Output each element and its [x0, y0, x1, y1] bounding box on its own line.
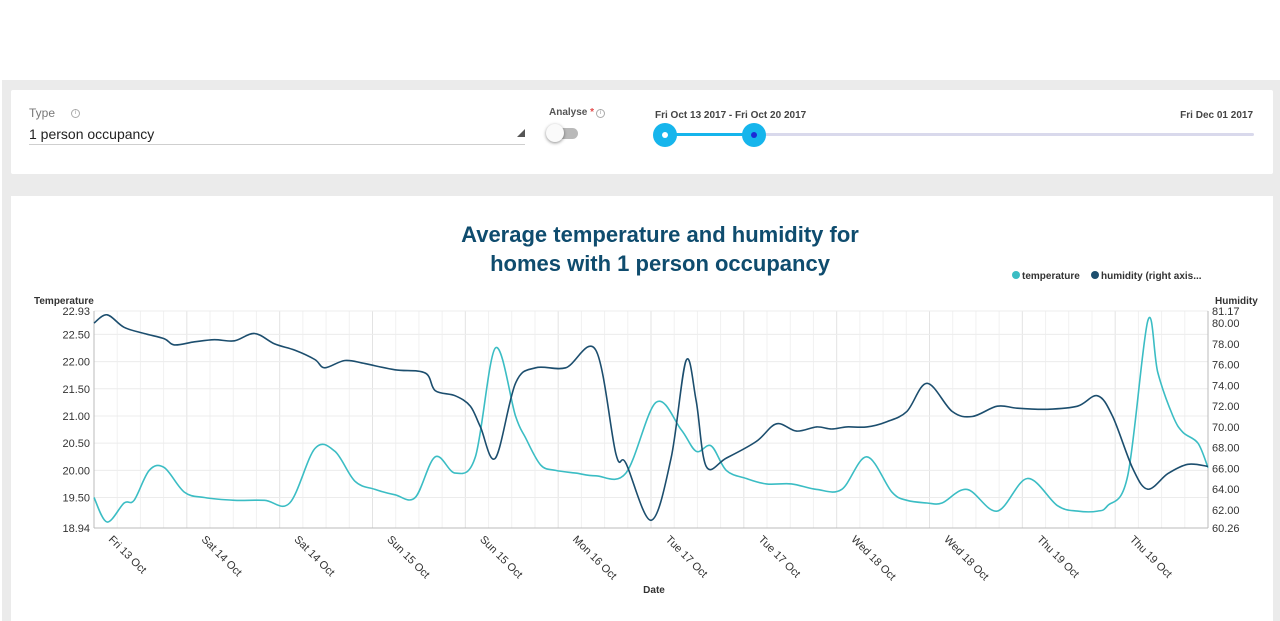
series-line-humidity	[93, 313, 1209, 522]
date-slider-track[interactable]	[665, 133, 1254, 136]
y-tick-label: 18.94	[62, 523, 90, 535]
y2-tick-label: 80.00	[1212, 318, 1240, 330]
y-tick-label: 22.93	[62, 306, 90, 318]
y-tick-label: 20.00	[62, 465, 90, 477]
x-tick-label: Sat 14 Oct	[199, 534, 244, 579]
x-tick-label: Wed 18 Oct	[941, 534, 990, 583]
x-tick-label: Thu 19 Oct	[1034, 534, 1081, 581]
legend-label: humidity (right axis...	[1101, 271, 1202, 282]
y2-tick-label: 78.00	[1212, 339, 1240, 351]
analyse-label-text: Analyse	[549, 107, 588, 118]
chart: 22.93 22.50 22.00 21.50 21.00 20.50 20.00 19.50…	[34, 271, 1258, 596]
toggle-knob	[546, 124, 564, 142]
y-tick-label: 19.50	[62, 493, 90, 505]
y2-tick-label: 68.00	[1212, 443, 1240, 455]
type-label: Type	[29, 106, 56, 120]
filter-panel: Type i 1 person occupancy Analyse * i Fr…	[11, 90, 1273, 174]
y2-tick-label: 60.26	[1212, 523, 1240, 535]
y2-tick-label: 66.00	[1212, 463, 1240, 475]
x-tick-label: Sat 14 Oct	[292, 534, 337, 579]
y-tick-label: 20.50	[62, 438, 90, 450]
y2-tick-label: 62.00	[1212, 505, 1240, 517]
legend-label: temperature	[1022, 271, 1080, 282]
y2-tick-label: 70.00	[1212, 422, 1240, 434]
y-axis-title: Temperature	[34, 296, 94, 307]
x-tick-label: Sun 15 Oct	[477, 534, 524, 581]
y-tick-label: 22.50	[62, 329, 90, 341]
type-select[interactable]: 1 person occupancy	[29, 124, 525, 145]
y2-tick-label: 74.00	[1212, 380, 1240, 392]
x-tick-label: Tue 17 Oct	[756, 534, 803, 581]
legend-marker	[1012, 271, 1020, 279]
chart-panel: Average temperature and humidity for hom…	[11, 196, 1273, 621]
y2-tick-label: 81.17	[1212, 306, 1240, 318]
x-tick-label: Wed 18 Oct	[849, 534, 898, 583]
date-range-label: Fri Oct 13 2017 - Fri Oct 20 2017	[655, 110, 807, 121]
type-select-value: 1 person occupancy	[29, 126, 155, 142]
y2-tick-label: 72.00	[1212, 401, 1240, 413]
x-tick-label: Thu 19 Oct	[1127, 534, 1174, 581]
date-slider-start-handle[interactable]	[653, 123, 677, 147]
analyse-label: Analyse *	[549, 107, 594, 118]
date-slider-end-handle[interactable]	[742, 123, 766, 147]
date-slider-selected-range	[665, 133, 754, 136]
toggle-track	[550, 128, 578, 139]
info-icon[interactable]: i	[596, 109, 605, 118]
y-tick-label: 21.50	[62, 384, 90, 396]
x-tick-label: Tue 17 Oct	[663, 534, 710, 581]
y2-tick-label: 64.00	[1212, 484, 1240, 496]
y-tick-label: 21.00	[62, 411, 90, 423]
x-axis-title: Date	[643, 585, 665, 596]
analyse-toggle[interactable]	[546, 124, 580, 144]
series-line-temperature	[93, 316, 1209, 523]
x-tick-label: Fri 13 Oct	[106, 534, 149, 577]
y2-tick-label: 76.00	[1212, 360, 1240, 372]
x-tick-label: Mon 16 Oct	[570, 534, 619, 583]
legend-marker	[1091, 271, 1099, 279]
triangle-down-icon	[517, 129, 525, 137]
y-tick-label: 22.00	[62, 357, 90, 369]
date-end-label: Fri Dec 01 2017	[1180, 110, 1253, 121]
required-mark: *	[590, 107, 595, 118]
y2-axis-title: Humidity	[1215, 296, 1258, 307]
info-icon[interactable]: i	[71, 109, 80, 118]
x-tick-label: Sun 15 Oct	[384, 534, 431, 581]
chart-title: Average temperature and humidity for hom…	[461, 222, 859, 276]
